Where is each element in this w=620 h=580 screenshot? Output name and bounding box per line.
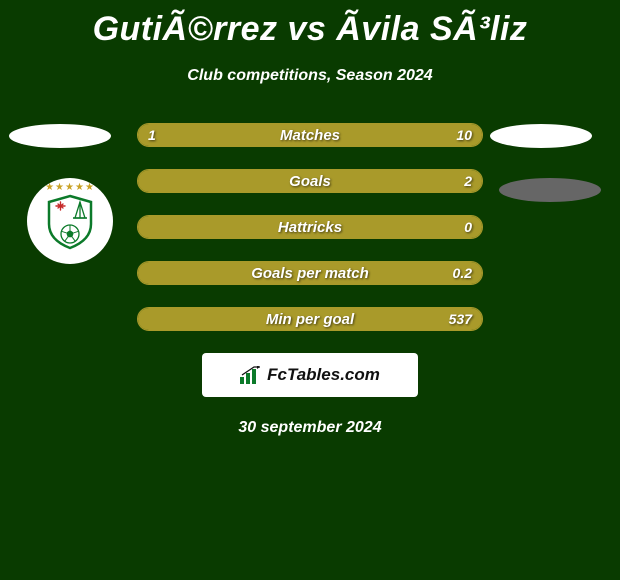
stat-bar: Goals2: [137, 169, 483, 193]
stat-bar: Min per goal537: [137, 307, 483, 331]
stat-value-right: 0: [464, 216, 472, 238]
page-subtitle: Club competitions, Season 2024: [0, 67, 620, 85]
fctables-bars-icon: [240, 366, 262, 384]
stat-label: Matches: [138, 124, 482, 146]
club-left-crest: ★★★★★: [27, 178, 113, 264]
club-right-crest-placeholder: [499, 178, 601, 202]
stats-container: Matches1 10 Goals2 Hattricks0 Goals per matc…: [137, 123, 483, 331]
page-title: GutiÃ©rrez vs Ãvila SÃ³liz: [0, 0, 620, 49]
shield-icon: [45, 194, 95, 250]
stat-label: Goals per match: [138, 262, 482, 284]
stat-bar: Goals per match0.2: [137, 261, 483, 285]
player-right-photo-placeholder: [490, 124, 592, 148]
fctables-badge: FcTables.com: [202, 353, 418, 397]
stat-label: Min per goal: [138, 308, 482, 330]
stat-label: Goals: [138, 170, 482, 192]
footer-date: 30 september 2024: [0, 419, 620, 437]
stat-label: Hattricks: [138, 216, 482, 238]
stat-bar: Matches1 10: [137, 123, 483, 147]
player-left-photo-placeholder: [9, 124, 111, 148]
stat-value-right: 2: [464, 170, 472, 192]
fctables-text: FcTables.com: [267, 365, 380, 385]
stat-value-left: 1: [148, 124, 156, 146]
stat-value-right: 10: [456, 124, 472, 146]
stat-value-right: 537: [449, 308, 472, 330]
crest-stars: ★★★★★: [38, 182, 102, 193]
stat-bar: Hattricks0: [137, 215, 483, 239]
stat-value-right: 0.2: [453, 262, 472, 284]
